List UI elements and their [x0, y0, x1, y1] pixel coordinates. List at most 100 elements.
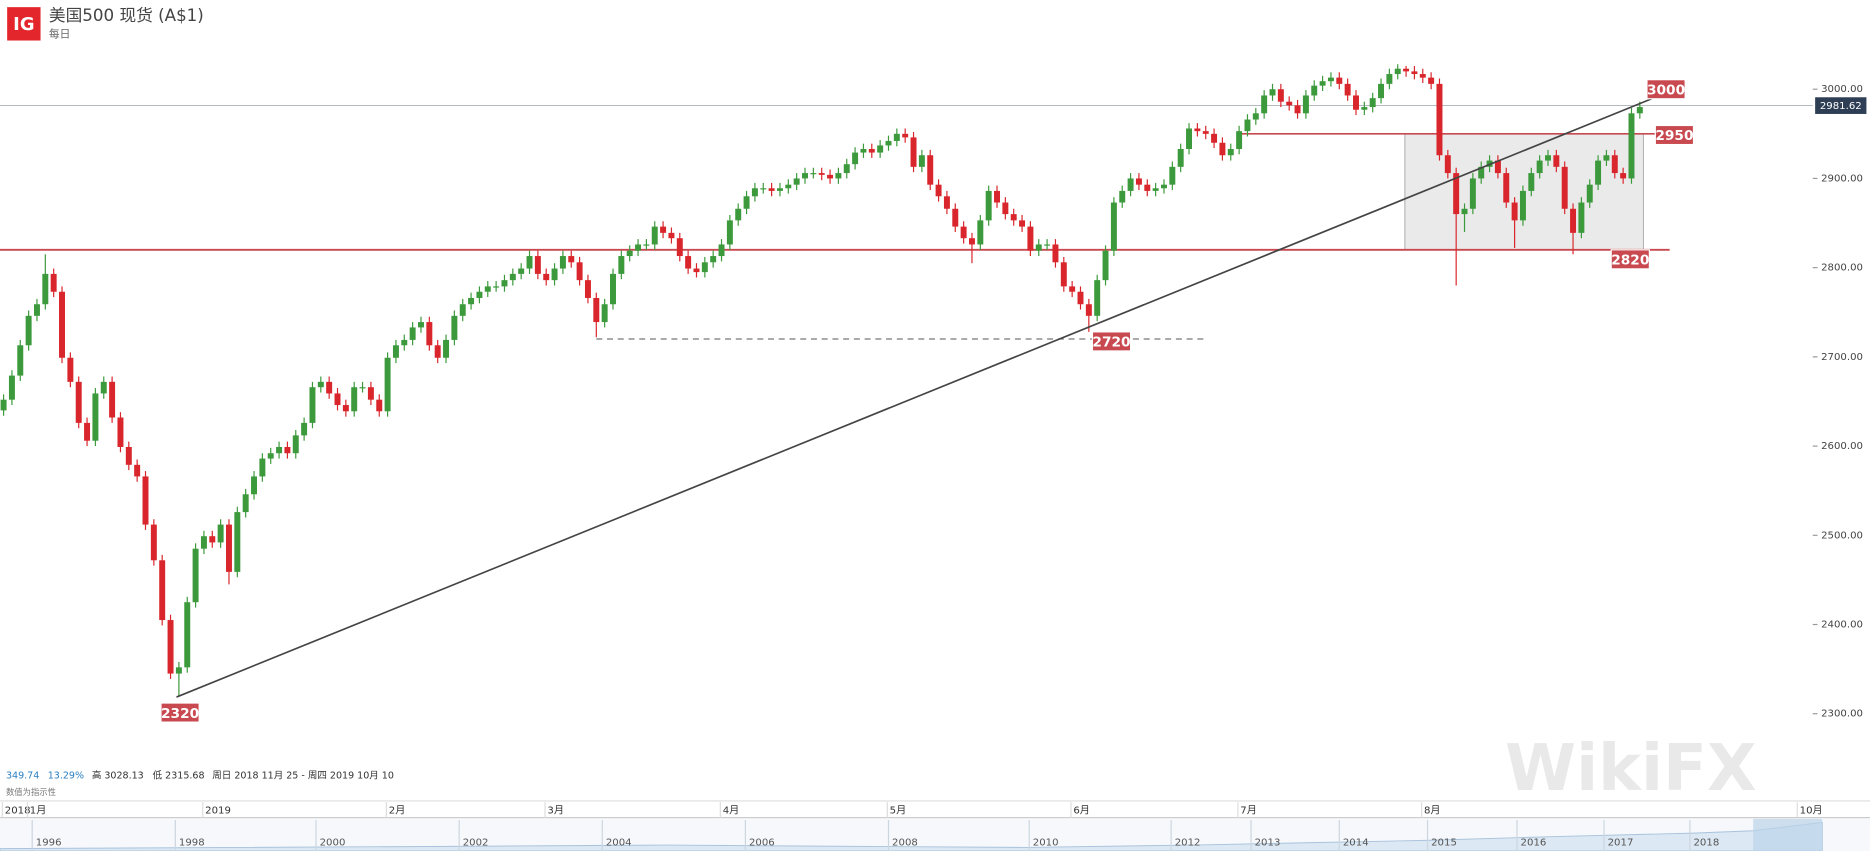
- candle-body: [1169, 166, 1176, 185]
- candle-body: [267, 453, 274, 459]
- logo: IG: [13, 14, 34, 35]
- candle-body: [17, 345, 24, 376]
- candle-body: [1119, 190, 1126, 203]
- candle-body: [1002, 202, 1009, 215]
- candle-body: [1019, 220, 1026, 227]
- candle-body: [401, 339, 408, 346]
- candle-body: [1152, 188, 1159, 191]
- candle-body: [1219, 142, 1226, 156]
- candle-body: [1186, 128, 1193, 149]
- stat-low: 低 2315.68: [153, 769, 205, 781]
- y-tick-label: 2400.00: [1821, 620, 1863, 631]
- candle-body: [301, 422, 308, 436]
- candle-body: [426, 322, 433, 346]
- candle-body: [1478, 166, 1485, 179]
- candle-body: [1135, 178, 1142, 185]
- candle-body: [1461, 208, 1468, 215]
- candle-body: [1444, 155, 1451, 174]
- candle-body: [1369, 98, 1376, 108]
- candle-body: [292, 435, 299, 454]
- candle-body: [902, 133, 909, 138]
- candle-body: [543, 273, 550, 281]
- candle-body: [1428, 77, 1435, 84]
- y-tick-label: 3000.00: [1821, 84, 1863, 95]
- candle-body: [635, 244, 642, 251]
- candle-body: [1311, 85, 1318, 96]
- candle-body: [918, 155, 925, 167]
- candle-body: [726, 220, 733, 245]
- navigator: [0, 818, 1870, 851]
- candle-body: [1636, 107, 1643, 114]
- stats: 349.74 13.29% 高 3028.13 低 2315.68 周日 201…: [6, 769, 394, 797]
- navigator-window[interactable]: [1753, 818, 1823, 851]
- candle-body: [601, 304, 608, 323]
- candle-body: [1202, 131, 1209, 134]
- candle-body: [434, 345, 441, 358]
- candle-body: [1411, 71, 1418, 75]
- candle-body: [367, 387, 374, 400]
- x-tick-label: 8月: [1424, 804, 1441, 816]
- candle-body: [359, 387, 366, 389]
- candle-body: [1261, 95, 1268, 114]
- candle-body: [1044, 244, 1051, 246]
- candle-body: [1269, 89, 1276, 96]
- navigator-label: 2017: [1608, 838, 1634, 849]
- candle-body: [785, 184, 792, 189]
- candle-body: [643, 244, 650, 246]
- candle-body: [576, 262, 583, 281]
- candle-body: [1052, 244, 1059, 263]
- candle-body: [1361, 107, 1368, 110]
- candle-body: [810, 173, 817, 175]
- candle-body: [134, 464, 141, 477]
- candle-body: [985, 190, 992, 221]
- stat-range: 周日 2018 11月 25 - 周四 2019 10月 10: [212, 770, 394, 781]
- candle-body: [0, 399, 7, 411]
- candle-body: [827, 174, 834, 179]
- candle-body: [50, 273, 57, 292]
- navigator-label: 1998: [179, 838, 205, 849]
- y-tick-label: 2700.00: [1821, 352, 1863, 363]
- candle-body: [1436, 83, 1443, 156]
- candle-body: [276, 446, 283, 454]
- candle-body: [443, 339, 450, 358]
- chart-subtitle: 每日: [49, 28, 70, 41]
- candle-body: [910, 137, 917, 167]
- candle-body: [701, 262, 708, 273]
- annotation-box: [160, 702, 200, 723]
- annotation-box: [1654, 124, 1695, 146]
- candle-body: [1586, 184, 1593, 203]
- candle-body: [735, 208, 742, 221]
- candle-body: [551, 268, 558, 281]
- candle-body: [1327, 77, 1334, 82]
- last-price-label: 2981.62: [1820, 101, 1862, 112]
- plot-area: 3000 2950 2820 2720 2320: [0, 64, 1813, 723]
- candle-body: [1528, 173, 1535, 191]
- candle-body: [1294, 105, 1301, 114]
- annotation-box: [1610, 249, 1650, 270]
- candle-body: [1545, 155, 1551, 161]
- candle-body: [92, 393, 99, 441]
- candle-body: [1536, 160, 1543, 174]
- candle-body: [184, 602, 191, 668]
- candle-body: [885, 140, 892, 146]
- navigator-label: 2015: [1431, 838, 1457, 849]
- candle-body: [1570, 208, 1577, 233]
- candle-body: [610, 273, 616, 305]
- candle-body: [42, 273, 49, 305]
- candle-body: [1519, 190, 1526, 221]
- candle-body: [793, 178, 800, 185]
- watermark: WikiFX: [1505, 731, 1757, 806]
- candle-body: [1336, 77, 1343, 84]
- logo-box: [7, 7, 41, 41]
- candle-body: [660, 226, 667, 233]
- candle-body: [284, 446, 291, 454]
- candle-body: [1319, 81, 1326, 86]
- y-tick-label: 2800.00: [1821, 263, 1863, 274]
- x-tick-label: 2月: [389, 804, 406, 816]
- candle-body: [225, 524, 232, 572]
- annotation-label: 2820: [1611, 253, 1649, 269]
- navigator-label: 2014: [1343, 838, 1369, 849]
- candle-body: [100, 381, 107, 394]
- candle-body: [1010, 214, 1017, 221]
